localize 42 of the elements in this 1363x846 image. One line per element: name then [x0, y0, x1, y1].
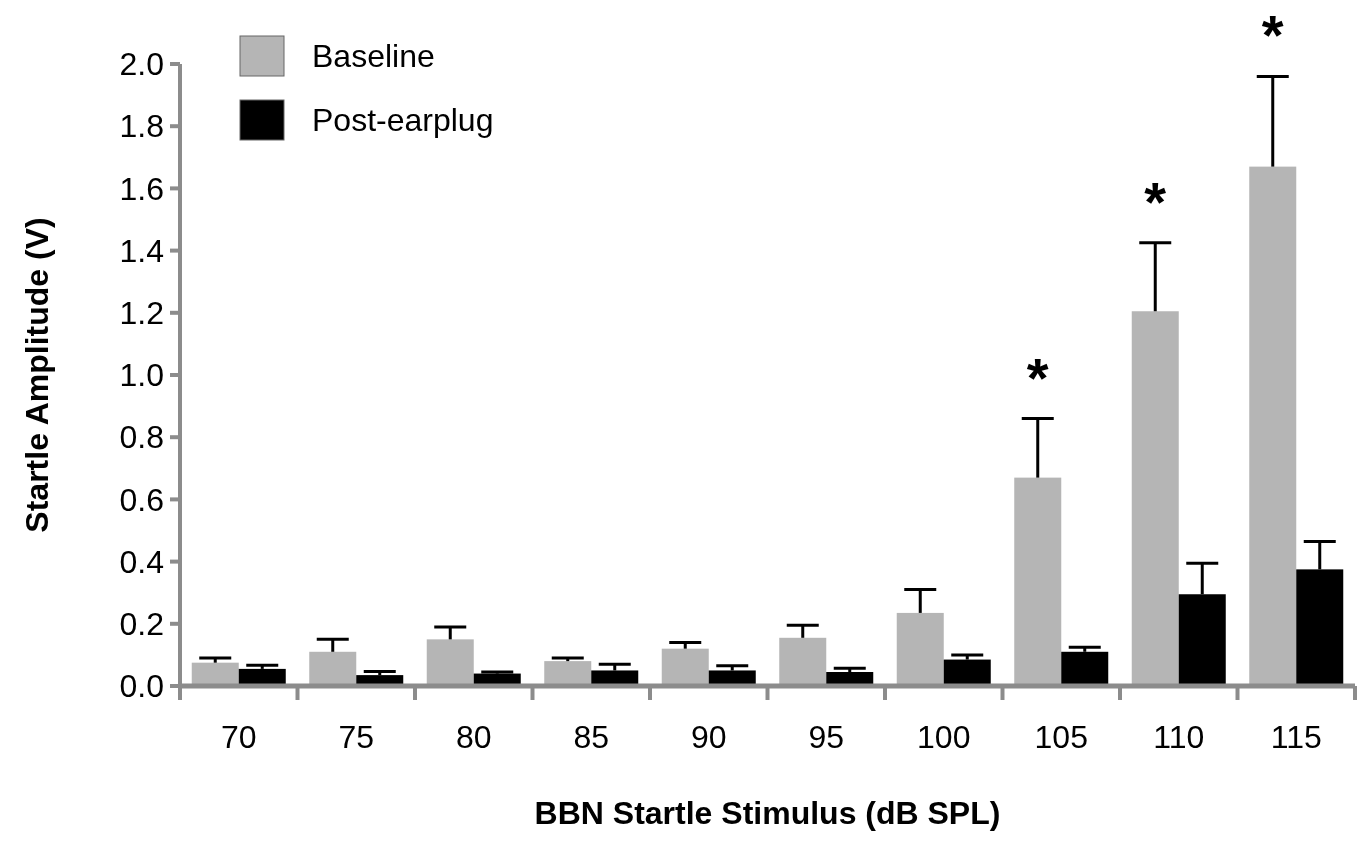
bar	[426, 639, 474, 686]
x-tick-label: 105	[1034, 719, 1088, 755]
x-tick-label: 100	[917, 719, 971, 755]
bar	[779, 637, 827, 686]
x-tick-label: 75	[338, 719, 375, 755]
y-tick-label: 1.6	[119, 170, 164, 207]
x-axis-title: BBN Startle Stimulus (dB SPL)	[534, 795, 1001, 831]
annotation: *	[1026, 345, 1049, 409]
y-tick-label: 0.8	[119, 419, 164, 456]
bar	[896, 612, 944, 686]
x-tick-label: 115	[1270, 719, 1322, 755]
bar	[1131, 311, 1179, 686]
y-tick-label: 1.0	[119, 357, 164, 394]
legend-label: Post-earplug	[312, 102, 494, 139]
y-tick-label: 0.6	[119, 481, 164, 518]
legend-label: Baseline	[312, 38, 435, 75]
bar	[661, 648, 709, 686]
y-axis-title: Startle Amplitude (V)	[19, 217, 55, 533]
x-tick-label: 85	[573, 719, 610, 755]
x-tick-label: 70	[220, 719, 257, 755]
bar	[191, 662, 239, 686]
y-tick-label: 1.4	[119, 232, 164, 269]
bar	[309, 651, 357, 686]
bar	[591, 670, 639, 686]
y-tick-label: 0.0	[119, 668, 164, 705]
bar	[1061, 651, 1109, 686]
y-tick-label: 1.2	[119, 295, 164, 331]
bar	[1014, 477, 1062, 686]
bar	[708, 670, 756, 686]
x-tick-label: 95	[808, 719, 845, 755]
x-tick-label: 90	[690, 719, 727, 755]
annotation: *	[1144, 169, 1167, 233]
bar	[544, 661, 592, 686]
bar	[943, 659, 991, 686]
x-tick-label: 80	[455, 719, 492, 755]
annotation: *	[1261, 3, 1284, 67]
x-tick-label: 110	[1153, 719, 1205, 755]
y-tick-label: 1.8	[119, 108, 164, 145]
y-tick-label: 0.2	[119, 606, 164, 642]
bar	[1249, 166, 1297, 686]
y-tick-label: 0.4	[119, 543, 164, 580]
y-tick-label: 2.0	[119, 46, 164, 83]
